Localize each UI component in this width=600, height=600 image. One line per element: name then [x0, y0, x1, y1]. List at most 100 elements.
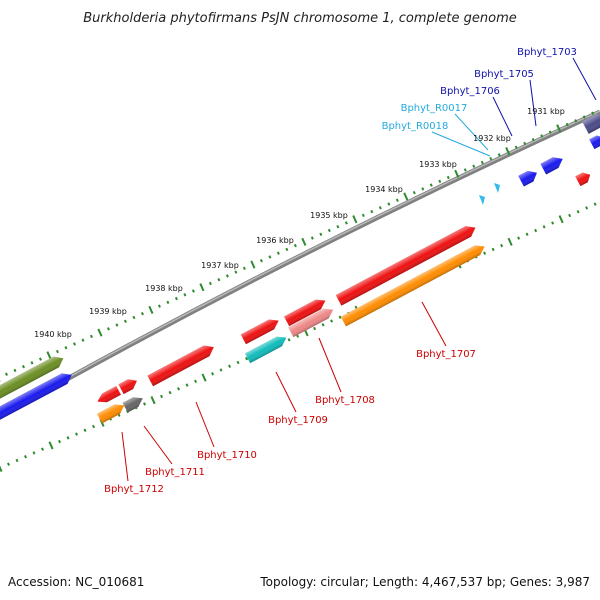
inner-tick	[542, 225, 546, 229]
leader-line	[529, 79, 537, 127]
outer-tick	[81, 338, 85, 342]
bphyt-1712-feature[interactable]	[97, 401, 127, 424]
bphyt-1711-feature[interactable]	[118, 376, 139, 395]
gene-label-bphyt-1712[interactable]: Bphyt_1712	[104, 484, 164, 495]
label-leader-lines	[121, 57, 597, 482]
gene-label-bphyt-1707[interactable]: Bphyt_1707	[416, 349, 476, 360]
outer-tick	[217, 277, 221, 282]
outer-tick	[140, 312, 144, 316]
outer-tick	[387, 202, 391, 206]
outer-tick	[454, 169, 460, 178]
gene-label-bphyt-r0018[interactable]: Bphyt_R0018	[382, 121, 449, 132]
inner-tick	[245, 357, 249, 361]
inner-tick	[0, 465, 3, 473]
bphyt-1706-feature[interactable]	[540, 154, 565, 175]
outer-tick	[344, 221, 348, 225]
bphyt-1708-upper-feature[interactable]	[283, 296, 328, 327]
inner-tick	[507, 237, 513, 246]
outer-tick	[123, 319, 127, 323]
outer-tick	[46, 351, 52, 360]
bphyt-1707-upper-feature[interactable]	[335, 222, 478, 306]
gene-label-bphyt-1708[interactable]: Bphyt_1708	[315, 395, 375, 406]
left-olive-feature[interactable]	[0, 353, 66, 402]
left-blue-feature[interactable]	[0, 370, 75, 423]
outer-tick	[22, 364, 25, 369]
bphyt-1703-feature[interactable]	[582, 110, 600, 134]
kbp-label: 1936 kbp	[256, 236, 294, 245]
inner-tick	[525, 232, 529, 236]
kbp-label: 1939 kbp	[89, 307, 127, 316]
gene-labels: Bphyt_1703 Bphyt_1705 Bphyt_1706 Bphyt_R001…	[104, 47, 577, 495]
gene-label-bphyt-1711[interactable]: Bphyt_1711	[145, 467, 205, 478]
outer-tick	[285, 247, 289, 252]
inner-tick	[160, 394, 164, 399]
inner-tick	[7, 462, 10, 466]
accession-text: Accession: NC_010681	[8, 575, 144, 589]
kbp-label: 1934 kbp	[365, 185, 403, 194]
inner-tick	[287, 338, 291, 342]
bphyt-1705-feature[interactable]	[518, 167, 540, 187]
gene-label-bphyt-1706[interactable]: Bphyt_1706	[440, 86, 500, 97]
outer-tick	[166, 300, 170, 305]
outer-tick	[234, 270, 238, 274]
inner-tick	[534, 228, 538, 233]
outer-tick	[531, 138, 535, 142]
leader-line	[492, 96, 513, 137]
bphyt-1711-gray-feature[interactable]	[122, 393, 146, 413]
outer-tick	[582, 115, 586, 119]
inner-tick	[41, 447, 44, 451]
outer-tick	[250, 260, 256, 269]
gene-label-bphyt-1705[interactable]: Bphyt_1705	[474, 69, 534, 80]
outer-tick	[574, 119, 578, 123]
bphyt-1712-upper-feature[interactable]	[95, 385, 121, 406]
outer-tick	[191, 289, 195, 293]
gene-features	[0, 110, 600, 424]
inner-tick	[185, 383, 189, 387]
bphyt-1709-upper-feature[interactable]	[240, 316, 281, 345]
bphyt-1707-feature[interactable]	[340, 242, 487, 327]
outer-tick	[472, 164, 476, 168]
leader-line	[275, 371, 297, 413]
inner-tick	[168, 390, 172, 395]
outer-tick	[505, 146, 511, 156]
outer-tick	[378, 206, 382, 210]
outer-tick	[115, 323, 119, 327]
outer-tick	[403, 192, 409, 201]
outer-tick	[183, 293, 187, 297]
outer-tick	[276, 251, 280, 255]
inner-tick	[551, 221, 555, 225]
inner-tick	[517, 236, 521, 240]
inner-tick	[48, 441, 54, 450]
outer-tick	[421, 187, 425, 191]
inner-tick	[194, 379, 198, 383]
outer-tick	[148, 305, 154, 314]
gene-label-bphyt-1703[interactable]: Bphyt_1703	[517, 47, 577, 58]
inner-tick	[491, 247, 495, 252]
outer-tick	[225, 274, 229, 278]
gene-label-bphyt-1710[interactable]: Bphyt_1710	[197, 450, 257, 461]
inner-tick	[296, 334, 300, 338]
bphyt-1708-feature[interactable]	[288, 305, 336, 338]
outer-tick	[89, 334, 93, 339]
inner-tick	[500, 243, 504, 248]
outer-tick	[463, 168, 467, 172]
kbp-label: 1938 kbp	[145, 284, 183, 293]
gene-label-bphyt-1709[interactable]: Bphyt_1709	[268, 415, 328, 426]
bphyt-1710-feature[interactable]	[147, 342, 216, 387]
outer-tick	[55, 349, 59, 354]
leader-line	[143, 425, 173, 465]
outer-tick	[556, 124, 562, 133]
bphyt-r0018-feature[interactable]	[479, 195, 485, 205]
inner-tick	[321, 323, 325, 327]
leader-line	[431, 131, 491, 157]
bphyt-1703-lower-feature[interactable]	[589, 133, 600, 150]
gene-label-bphyt-r0017[interactable]: Bphyt_R0017	[401, 103, 468, 114]
outer-tick	[429, 183, 433, 187]
outer-tick	[438, 179, 442, 184]
inner-tick	[585, 206, 589, 210]
right-red-feature[interactable]	[575, 170, 593, 187]
bphyt-r0017-feature[interactable]	[494, 183, 500, 193]
bphyt-1709-feature[interactable]	[244, 333, 289, 364]
inner-scale-ticks	[0, 202, 597, 473]
